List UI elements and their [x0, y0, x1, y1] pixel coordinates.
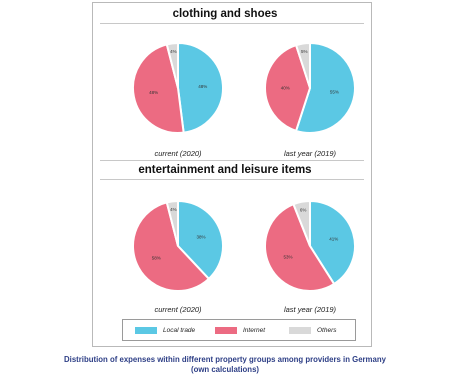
legend-label-internet: Internet: [243, 326, 266, 334]
slice-label-local-trade: 38%: [197, 234, 206, 239]
pie-slice-others: [165, 41, 179, 89]
heading-divider-top: [100, 23, 364, 24]
slice-label-others: 4%: [170, 49, 177, 54]
slice-label-internet: 40%: [281, 86, 290, 91]
pie-caption: current (2020): [154, 305, 202, 314]
pie-slice-internet: [264, 202, 336, 292]
legend-swatch-others: [289, 326, 311, 334]
slice-label-others: 4%: [170, 207, 177, 212]
figure-caption-line-2: (own calculations): [190, 365, 259, 374]
slice-label-others: 5%: [301, 49, 308, 54]
slice-label-local-trade: 41%: [329, 237, 338, 242]
slice-label-local-trade: 55%: [330, 89, 339, 94]
pie-slice-internet: [132, 43, 185, 134]
slice-label-internet: 48%: [149, 90, 158, 95]
pie-entertainment-last-year: 41% 53% 6% last year (2019): [264, 199, 356, 314]
heading-divider-bottom: [100, 179, 364, 180]
pie-clothing-current: 48% 48% 4% current (2020): [132, 41, 224, 158]
section-divider: [100, 160, 364, 161]
pie-slice-others: [165, 199, 179, 247]
slice-label-internet: 53%: [283, 255, 292, 260]
pie-caption: last year (2019): [284, 305, 337, 314]
pie-slice-internet: [132, 201, 211, 292]
pie-caption: last year (2019): [284, 149, 337, 158]
legend-swatch-local-trade: [135, 326, 157, 334]
heading-clothing-and-shoes: clothing and shoes: [172, 8, 278, 20]
pie-slice-local-trade: [177, 41, 224, 134]
legend-item-local-trade: Local trade: [135, 320, 195, 340]
pie-slice-others: [292, 199, 311, 247]
figure-caption-line-1: Distribution of expenses within differen…: [64, 355, 386, 364]
heading-entertainment-and-leisure: entertainment and leisure items: [138, 164, 312, 176]
legend-item-others: Others: [289, 320, 337, 340]
pie-entertainment-current: 38% 58% 4% current (2020): [132, 199, 224, 314]
legend: Local trade Internet Others: [122, 319, 356, 341]
pie-caption: current (2020): [154, 149, 202, 158]
legend-item-internet: Internet: [215, 320, 265, 340]
slice-label-local-trade: 48%: [198, 84, 207, 89]
slice-label-internet: 58%: [152, 255, 161, 260]
legend-swatch-internet: [215, 326, 237, 334]
pie-slice-local-trade: [177, 199, 224, 281]
pie-clothing-last-year: 55% 40% 5% last year (2019): [264, 41, 356, 158]
pie-slice-internet: [264, 43, 312, 133]
legend-label-local-trade: Local trade: [163, 326, 196, 334]
legend-label-others: Others: [317, 326, 337, 334]
pie-slice-others: [294, 41, 311, 89]
slice-label-others: 6%: [300, 207, 307, 212]
